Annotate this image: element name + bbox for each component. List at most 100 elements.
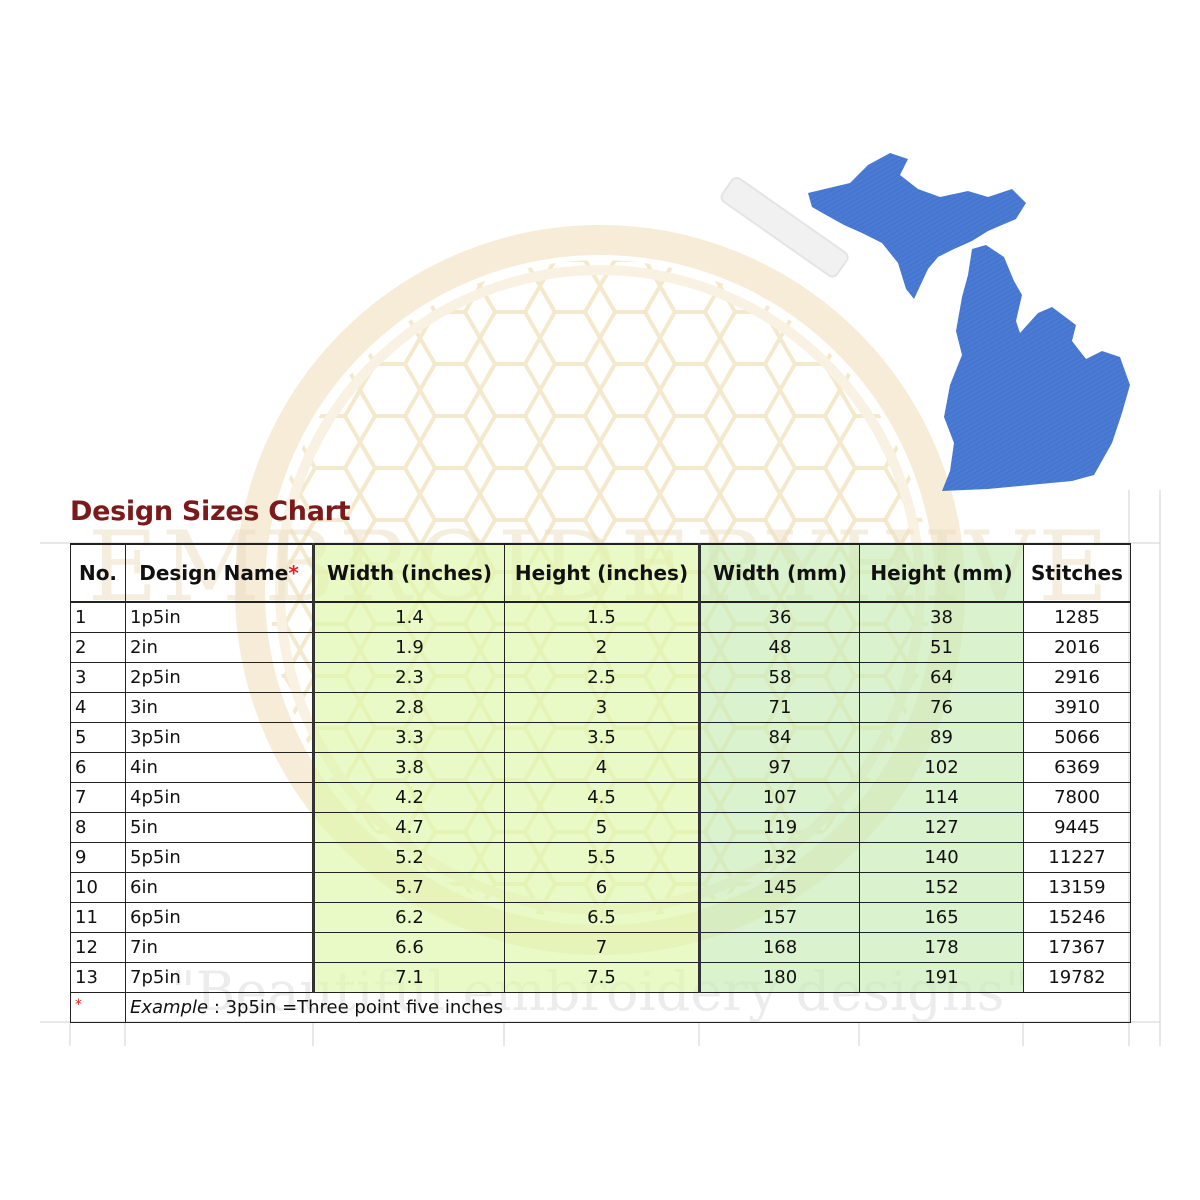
cell-stitches: 3910 <box>1023 692 1131 723</box>
cell-width-inches: 2.8 <box>312 692 505 723</box>
cell-stitches: 2916 <box>1023 662 1131 693</box>
cell-width-mm: 107 <box>698 782 860 813</box>
cell-stitches: 1285 <box>1023 601 1131 633</box>
example-text: : 3p5in =Three point five inches <box>208 997 504 1018</box>
header-width-mm: Width (mm) <box>698 543 860 603</box>
header-height-inches: Height (inches) <box>504 543 700 603</box>
example-note-row: * Example : 3p5in =Three point five inch… <box>70 992 1131 1023</box>
cell-no: 8 <box>70 812 126 843</box>
table-row: 11 6p5in 6.2 6.5 157 165 15246 <box>70 902 1131 933</box>
cell-width-mm: 119 <box>698 812 860 843</box>
cell-no: 7 <box>70 782 126 813</box>
cell-width-mm: 58 <box>698 662 860 693</box>
cell-height-mm: 178 <box>859 932 1024 963</box>
cell-no: 3 <box>70 662 126 693</box>
table-row: 4 3in 2.8 3 71 76 3910 <box>70 692 1131 723</box>
example-note: Example : 3p5in =Three point five inches <box>125 992 1131 1023</box>
cell-width-inches: 1.4 <box>312 601 505 633</box>
cell-stitches: 17367 <box>1023 932 1131 963</box>
cell-design-name: 3in <box>125 692 314 723</box>
hoop-screw <box>720 176 849 278</box>
cell-design-name: 5in <box>125 812 314 843</box>
cell-design-name: 4in <box>125 752 314 783</box>
table-row: 1 1p5in 1.4 1.5 36 38 1285 <box>70 601 1131 633</box>
table-row: 6 4in 3.8 4 97 102 6369 <box>70 752 1131 783</box>
cell-design-name: 3p5in <box>125 722 314 753</box>
header-no: No. <box>70 543 126 603</box>
cell-height-inches: 4.5 <box>504 782 700 813</box>
cell-width-mm: 168 <box>698 932 860 963</box>
cell-height-inches: 6.5 <box>504 902 700 933</box>
header-design-name: Design Name* <box>125 543 314 603</box>
cell-width-inches: 5.7 <box>312 872 505 903</box>
cell-height-mm: 102 <box>859 752 1024 783</box>
cell-no: 5 <box>70 722 126 753</box>
cell-width-inches: 7.1 <box>312 962 505 993</box>
cell-no: 11 <box>70 902 126 933</box>
cell-design-name: 1p5in <box>125 601 314 633</box>
cell-stitches: 13159 <box>1023 872 1131 903</box>
cell-height-inches: 3.5 <box>504 722 700 753</box>
table-row: 13 7p5in 7.1 7.5 180 191 19782 <box>70 962 1131 993</box>
cell-width-inches: 1.9 <box>312 632 505 663</box>
cell-height-inches: 7 <box>504 932 700 963</box>
michigan-map-image <box>808 153 1130 491</box>
cell-width-inches: 3.8 <box>312 752 505 783</box>
cell-stitches: 2016 <box>1023 632 1131 663</box>
cell-width-mm: 71 <box>698 692 860 723</box>
cell-width-inches: 5.2 <box>312 842 505 873</box>
header-height-mm: Height (mm) <box>859 543 1024 603</box>
cell-stitches: 7800 <box>1023 782 1131 813</box>
note-asterisk: * <box>75 997 82 1013</box>
header-stitches: Stitches <box>1023 543 1131 603</box>
table-row: 2 2in 1.9 2 48 51 2016 <box>70 632 1131 663</box>
table-row: 12 7in 6.6 7 168 178 17367 <box>70 932 1131 963</box>
cell-no: 9 <box>70 842 126 873</box>
cell-width-mm: 97 <box>698 752 860 783</box>
cell-width-mm: 84 <box>698 722 860 753</box>
cell-height-inches: 5 <box>504 812 700 843</box>
cell-height-mm: 127 <box>859 812 1024 843</box>
cell-width-mm: 132 <box>698 842 860 873</box>
header-width-inches: Width (inches) <box>312 543 505 603</box>
table-row: 8 5in 4.7 5 119 127 9445 <box>70 812 1131 843</box>
cell-stitches: 19782 <box>1023 962 1131 993</box>
cell-height-mm: 114 <box>859 782 1024 813</box>
cell-design-name: 7p5in <box>125 962 314 993</box>
cell-width-mm: 180 <box>698 962 860 993</box>
cell-design-name: 7in <box>125 932 314 963</box>
cell-height-inches: 7.5 <box>504 962 700 993</box>
example-label: Example <box>130 997 209 1018</box>
michigan-lower-peninsula <box>942 245 1130 491</box>
cell-stitches: 5066 <box>1023 722 1131 753</box>
cell-no: 2 <box>70 632 126 663</box>
cell-width-mm: 48 <box>698 632 860 663</box>
cell-width-inches: 6.6 <box>312 932 505 963</box>
cell-width-inches: 3.3 <box>312 722 505 753</box>
cell-design-name: 2in <box>125 632 314 663</box>
table-header-row: No. Design Name* Width (inches) Height (… <box>70 543 1131 603</box>
cell-width-mm: 157 <box>698 902 860 933</box>
cell-width-inches: 2.3 <box>312 662 505 693</box>
cell-design-name: 2p5in <box>125 662 314 693</box>
cell-height-inches: 1.5 <box>504 601 700 633</box>
cell-height-inches: 2 <box>504 632 700 663</box>
cell-no: 6 <box>70 752 126 783</box>
cell-height-mm: 38 <box>859 601 1024 633</box>
cell-height-mm: 191 <box>859 962 1024 993</box>
cell-height-mm: 76 <box>859 692 1024 723</box>
cell-height-inches: 2.5 <box>504 662 700 693</box>
design-sizes-table: No. Design Name* Width (inches) Height (… <box>70 543 1131 1023</box>
table-row: 3 2p5in 2.3 2.5 58 64 2916 <box>70 662 1131 693</box>
cell-width-inches: 4.2 <box>312 782 505 813</box>
table-row: 10 6in 5.7 6 145 152 13159 <box>70 872 1131 903</box>
table-row: 5 3p5in 3.3 3.5 84 89 5066 <box>70 722 1131 753</box>
cell-stitches: 9445 <box>1023 812 1131 843</box>
cell-stitches: 15246 <box>1023 902 1131 933</box>
cell-design-name: 6p5in <box>125 902 314 933</box>
cell-width-mm: 145 <box>698 872 860 903</box>
cell-design-name: 5p5in <box>125 842 314 873</box>
cell-height-inches: 4 <box>504 752 700 783</box>
cell-height-mm: 89 <box>859 722 1024 753</box>
cell-height-mm: 152 <box>859 872 1024 903</box>
